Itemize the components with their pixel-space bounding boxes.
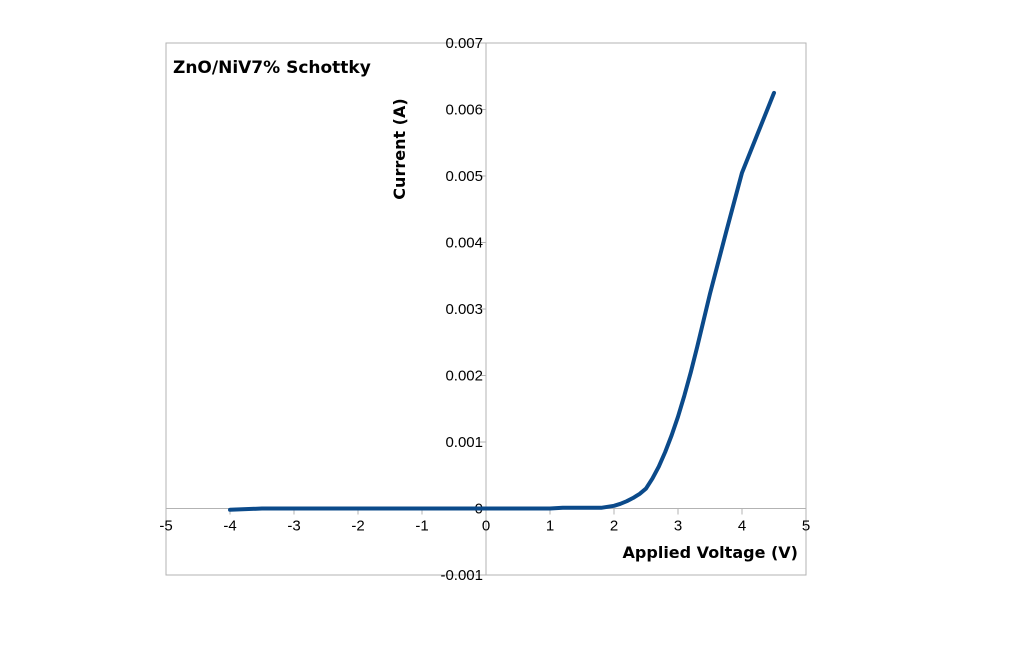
x-tick-label: 3 (674, 518, 682, 535)
x-tick-label: 5 (802, 518, 810, 535)
x-tick-label: 0 (482, 518, 490, 535)
x-tick-label: -2 (351, 518, 364, 535)
x-tick-label: 2 (610, 518, 618, 535)
series-line (228, 90, 776, 512)
y-tick-label: 0.005 (445, 168, 483, 185)
x-tick-label: -1 (415, 518, 428, 535)
chart-title: ZnO/NiV7% Schottky (173, 58, 371, 78)
y-tick-label: 0.006 (445, 102, 483, 119)
x-tick-label: -4 (223, 518, 236, 535)
y-tick-label: 0.003 (445, 301, 483, 318)
x-tick-label: -5 (159, 518, 172, 535)
x-tick-label: 1 (546, 518, 554, 535)
y-tick-label: -0.001 (440, 567, 483, 584)
y-tick-label: 0.002 (445, 368, 483, 385)
x-axis-title: Applied Voltage (V) (623, 543, 798, 562)
y-tick-label: 0.004 (445, 235, 483, 252)
y-tick-label: 0.001 (445, 434, 483, 451)
x-tick-label: -3 (287, 518, 300, 535)
y-tick-labels: -0.00100.0010.0020.0030.0040.0050.0060.0… (440, 35, 486, 584)
y-axis-title: Current (A) (390, 98, 409, 199)
y-tick-label: 0.007 (445, 35, 483, 52)
x-tick-label: 4 (738, 518, 746, 535)
x-tick-labels: -5 -4 -3 -2 -1 0 1 2 3 4 5 (159, 508, 810, 535)
series-layer (228, 90, 776, 512)
